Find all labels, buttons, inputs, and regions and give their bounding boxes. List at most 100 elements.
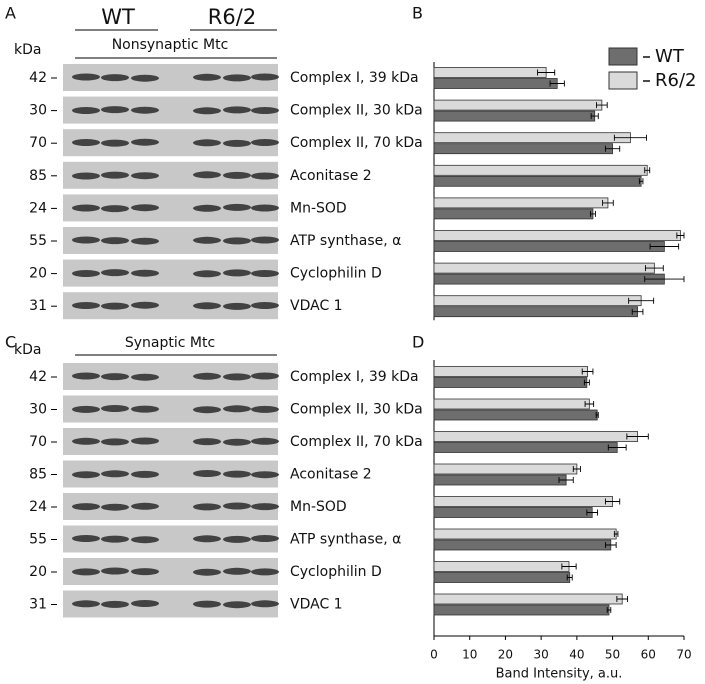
bar [433,431,638,442]
panel-letter: B [412,4,423,23]
blot-band [131,74,159,82]
blot-band [101,237,129,245]
bar [433,197,609,209]
error-bar [676,232,685,239]
error-bar [581,368,594,375]
category-label: Complex II, 30 kDa [290,402,423,418]
blot-band [101,139,129,147]
category-label: ATP synthase, α [290,532,401,548]
blot-band [131,106,159,114]
blot-band [72,107,100,114]
kda-value: 85 [29,467,47,483]
blot-band [131,373,159,381]
bar [433,295,642,307]
error-bar [604,145,621,152]
x-tick-label: 70 [676,648,691,662]
category-label: Aconitase 2 [290,168,372,184]
bar [433,262,655,274]
kda-label: kDa [14,42,41,58]
category-label: Complex II, 70 kDa [290,434,423,450]
bar [433,110,596,122]
blot-band [223,237,251,245]
blot-band [131,405,159,413]
blot-band [193,171,221,179]
category-label: VDAC 1 [290,597,343,613]
blot-band [131,437,159,445]
blot-band [131,470,159,478]
blot-band [72,471,100,479]
kda-value: 55 [29,532,47,548]
blot-band [223,567,251,575]
blot-band [223,470,251,478]
bar [433,175,642,187]
blot-band [251,568,279,576]
blot-band [72,535,100,542]
blot-band [251,503,279,511]
blot-band [101,302,129,310]
bar [433,99,603,111]
bar [433,377,588,388]
error-bar [638,178,644,185]
bar [433,143,613,155]
bar [433,230,681,241]
blot-band [72,139,100,146]
blot-band [101,470,129,478]
blot-band [131,138,159,146]
blot-band [131,172,159,180]
x-tick-label: 30 [534,648,549,662]
kda-value: 24 [29,200,47,216]
bar [433,78,558,89]
error-bar [644,265,664,272]
kda-value: 20 [29,564,47,580]
bar [433,409,598,421]
blot-band [101,74,129,82]
category-label: Complex II, 30 kDa [290,103,423,119]
bar [433,366,588,377]
x-tick-label: 20 [498,648,513,662]
error-bar [586,509,599,516]
blot-band [251,535,279,542]
blot-band [131,301,159,309]
blot-band [101,567,129,575]
blot-band [193,204,221,212]
bar [433,241,665,252]
blot-band [223,405,251,413]
blot-band [72,302,100,309]
blot-band [251,73,279,81]
blot-band [193,600,221,608]
error-bar [613,531,619,537]
blot-band [131,568,159,576]
error-bar [596,102,608,109]
category-label: ATP synthase, α [290,233,401,249]
bar [433,539,612,551]
error-bar [566,574,573,581]
category-label: Mn-SOD [290,200,347,216]
blot-band [251,172,279,180]
bar [433,306,638,318]
blot-band [193,535,221,543]
error-bar [606,607,612,613]
blot-band [101,438,129,446]
blot-band [131,600,159,607]
blot-band [131,502,159,510]
error-bar [604,498,621,505]
blot-band [251,107,279,114]
kda-value: 20 [29,266,47,282]
error-bar [537,69,556,76]
kda-value: 31 [29,298,47,314]
blot-band [193,438,221,446]
group-header: WT [101,5,135,29]
blot-band [193,372,221,380]
kda-value: 85 [29,168,47,184]
kda-value: 42 [29,369,47,385]
kda-value: 70 [29,434,47,450]
error-bar [631,308,644,315]
error-bar [590,113,599,120]
blot-band [101,106,129,114]
blot-band [72,600,100,608]
blot-band [193,470,221,477]
bar [433,164,648,176]
kda-value: 30 [29,103,47,119]
kda-label: kDa [14,342,41,358]
x-axis-label: Band Intensity, a.u. [496,667,623,682]
